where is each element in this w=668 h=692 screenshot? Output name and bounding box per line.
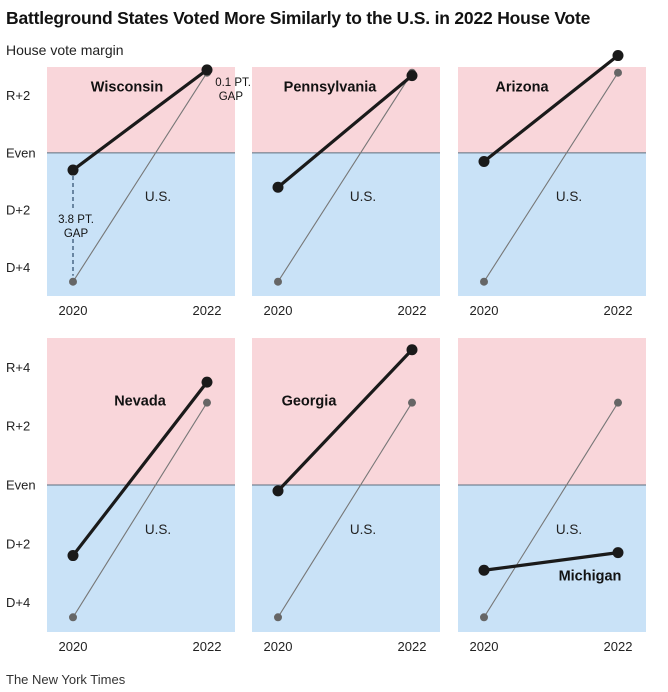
democratic-zone <box>252 485 440 632</box>
y-tick-label: R+2 <box>6 88 30 103</box>
us-line <box>72 72 208 282</box>
x-tick-label: 2022 <box>193 303 222 318</box>
us-point <box>274 277 282 286</box>
us-point <box>480 277 488 286</box>
state-point <box>201 376 213 388</box>
state-line <box>482 551 620 572</box>
state-point <box>478 564 490 576</box>
state-line <box>71 68 209 172</box>
democratic-zone <box>252 152 440 296</box>
state-label: Nevada <box>114 394 167 410</box>
state-label: Pennsylvania <box>284 79 378 95</box>
state-label: Wisconsin <box>91 79 163 95</box>
state-point <box>272 181 284 193</box>
democratic-zone <box>458 485 646 632</box>
us-line <box>72 402 208 618</box>
gap-2020-label-bg <box>53 208 95 239</box>
us-label: U.S. <box>350 522 376 537</box>
chart-title: Battleground States Voted More Similarly… <box>6 8 591 28</box>
state-line <box>276 348 414 493</box>
x-tick-label: 2020 <box>264 639 293 654</box>
state-label: Arizona <box>495 79 549 95</box>
state-point <box>612 547 624 559</box>
us-point <box>480 613 488 622</box>
republican-zone <box>47 338 235 485</box>
us-label: U.S. <box>350 189 376 204</box>
x-tick-label: 2020 <box>59 303 88 318</box>
democratic-zone <box>47 485 235 632</box>
x-tick-label: 2020 <box>470 303 499 318</box>
gap-2022-annotation: GAP <box>219 91 244 103</box>
y-tick-label: R+4 <box>6 360 30 375</box>
republican-zone <box>47 67 235 153</box>
us-point <box>274 613 282 622</box>
x-tick-label: 2020 <box>264 303 293 318</box>
us-line <box>483 402 619 618</box>
us-line <box>277 72 413 282</box>
y-tick-label: D+4 <box>6 595 30 610</box>
y-tick-label: R+2 <box>6 419 30 434</box>
state-point <box>67 550 79 562</box>
x-tick-label: 2022 <box>398 639 427 654</box>
republican-zone <box>252 338 440 485</box>
democratic-zone <box>458 152 646 296</box>
state-point <box>612 50 624 62</box>
x-tick-label: 2020 <box>470 639 499 654</box>
state-point <box>272 485 284 497</box>
us-line <box>483 72 619 282</box>
us-label: U.S. <box>145 522 171 537</box>
gap-2022-annotation: 0.1 PT. <box>215 77 251 89</box>
x-tick-label: 2022 <box>193 639 222 654</box>
y-tick-label: Even <box>6 145 36 160</box>
us-label: U.S. <box>556 189 582 204</box>
state-line <box>482 53 620 164</box>
us-point <box>614 398 622 407</box>
state-point <box>406 344 418 356</box>
y-tick-label: D+2 <box>6 536 30 551</box>
state-line <box>71 380 209 558</box>
us-line <box>277 402 413 618</box>
us-point <box>203 398 211 407</box>
us-label: U.S. <box>556 522 582 537</box>
state-point <box>406 70 418 82</box>
gap-2020-annotation: GAP <box>64 228 89 240</box>
x-tick-label: 2022 <box>604 303 633 318</box>
us-point <box>69 613 77 622</box>
x-tick-label: 2022 <box>604 639 633 654</box>
x-tick-label: 2022 <box>398 303 427 318</box>
source-credit: The New York Times <box>6 672 126 687</box>
gap-2020-annotation: 3.8 PT. <box>58 214 94 226</box>
republican-zone <box>458 338 646 485</box>
us-label: U.S. <box>145 189 171 204</box>
x-tick-label: 2020 <box>59 639 88 654</box>
us-point <box>408 398 416 407</box>
y-tick-label: D+4 <box>6 260 30 275</box>
republican-zone <box>252 67 440 153</box>
y-tick-label: Even <box>6 478 36 493</box>
state-line <box>276 73 414 189</box>
us-point <box>69 277 77 286</box>
state-label: Georgia <box>282 394 338 410</box>
state-point <box>67 164 79 176</box>
us-point <box>614 68 622 77</box>
state-label: Michigan <box>559 569 622 585</box>
chart-subtitle: House vote margin <box>6 42 124 58</box>
state-point <box>201 64 213 76</box>
state-point <box>478 155 490 167</box>
republican-zone <box>458 67 646 153</box>
y-tick-label: D+2 <box>6 203 30 218</box>
